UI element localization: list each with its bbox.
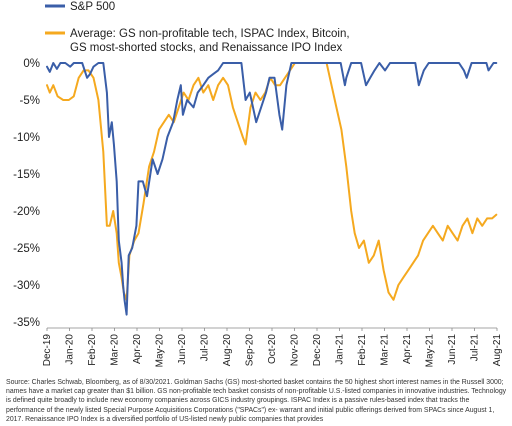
x-tick-label: Sep-20: [245, 334, 256, 367]
x-tick-label: Jun-21: [447, 334, 458, 365]
source-footnote: Source: Charles Schwab, Bloomberg, as of…: [6, 379, 507, 423]
y-tick-label: -20%: [13, 206, 40, 218]
x-tick-label: Apr-21: [402, 334, 413, 364]
y-tick-label: -5%: [20, 95, 40, 107]
y-tick-label: -35%: [13, 317, 40, 329]
y-axis-ticks: 0% -5% -10% -15% -20% -25% -30% -35%: [13, 58, 40, 329]
series-line-sp500: [46, 62, 498, 316]
x-tick-label: Dec-20: [312, 334, 323, 367]
y-tick-label: -15%: [13, 169, 40, 181]
legend: S&P 500 Average: GS non-profitable tech,…: [45, 1, 350, 54]
legend-label-average-line1: Average: GS non-profitable tech, ISPAC I…: [70, 28, 350, 40]
x-tick-label: Oct-20: [267, 334, 278, 364]
legend-label-sp500: S&P 500: [70, 1, 115, 13]
x-tick-label: Jul-20: [200, 334, 211, 362]
y-tick-label: 0%: [23, 58, 40, 70]
x-tick-label: Mar-21: [380, 334, 391, 366]
x-tick-label: Aug-20: [222, 334, 233, 367]
x-tick-label: Feb-20: [87, 334, 98, 366]
x-tick-label: Jul-21: [470, 334, 481, 362]
x-axis-ticks: Dec-19 Jan-20 Feb-20 Mar-20 Apr-20 May-20 Jun-…: [42, 328, 503, 367]
chart: S&P 500 Average: GS non-profitable tech,…: [13, 1, 503, 367]
legend-label-average-line2: GS most-shorted stocks, and Renaissance …: [70, 42, 343, 54]
x-tick-label: Jun-20: [177, 334, 188, 365]
x-tick-label: Mar-20: [110, 334, 121, 366]
x-tick-label: Jan-21: [335, 334, 346, 365]
x-tick-label: Dec-19: [42, 334, 53, 367]
x-tick-label: May-21: [425, 334, 436, 368]
x-tick-label: Apr-20: [132, 334, 143, 364]
y-tick-label: -25%: [13, 243, 40, 255]
series-line-average: [46, 62, 498, 301]
y-tick-label: -10%: [13, 132, 40, 144]
x-tick-label: Jan-20: [65, 334, 76, 365]
x-tick-label: Aug-21: [492, 334, 503, 367]
x-tick-label: Feb-21: [357, 334, 368, 366]
series-layer: [46, 62, 498, 316]
x-tick-label: May-20: [155, 334, 166, 368]
x-tick-label: Nov-20: [290, 334, 301, 367]
y-tick-label: -30%: [13, 280, 40, 292]
